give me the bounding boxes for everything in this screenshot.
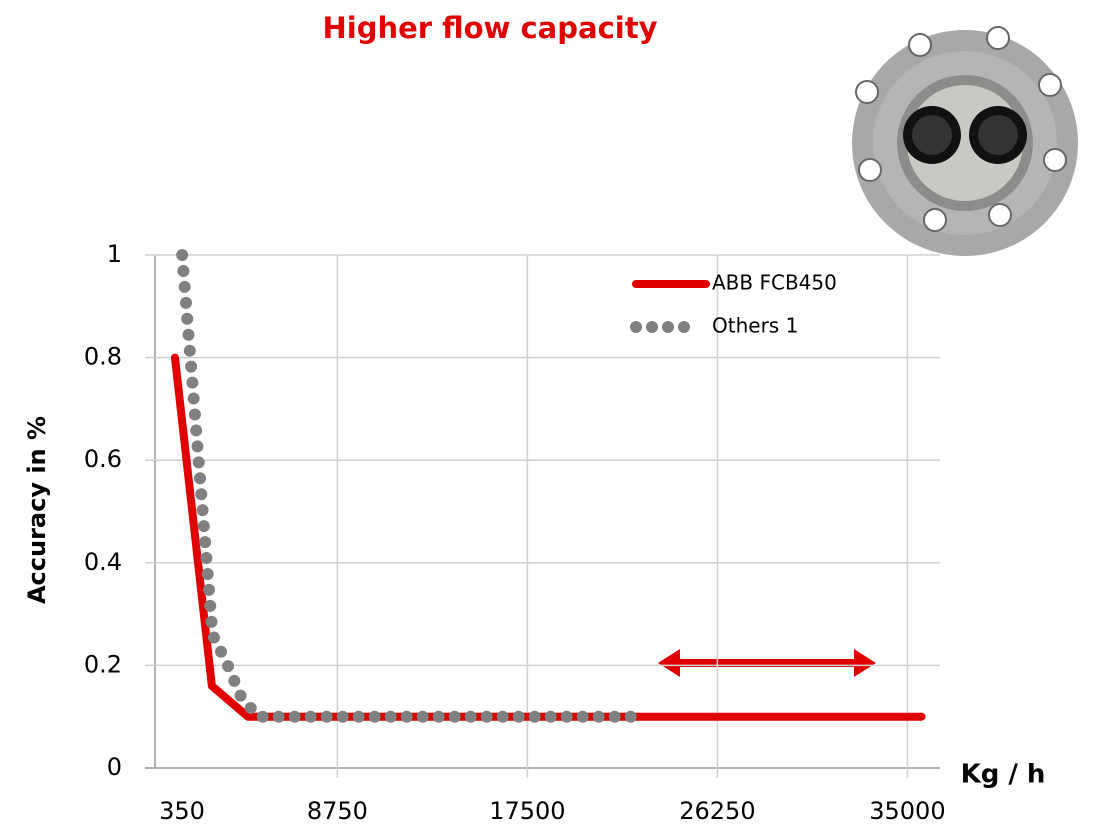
- flange-photo: [852, 27, 1078, 256]
- y-tick-label: 0: [107, 753, 122, 781]
- x-tick-label: 8750: [307, 797, 368, 825]
- y-tick-label: 0.6: [84, 445, 122, 473]
- x-tick-label: 26250: [679, 797, 755, 825]
- x-tick-label: 17500: [489, 797, 565, 825]
- y-tick-label: 0.8: [84, 343, 122, 371]
- legend-label: Others 1: [712, 314, 798, 338]
- y-tick-label: 0.2: [84, 650, 122, 678]
- chart: Higher flow capacity Accuracy in % Kg / …: [0, 0, 1096, 834]
- y-tick-label: 1: [107, 240, 122, 268]
- x-axis-label: Kg / h: [961, 760, 1046, 790]
- range-arrow: [658, 649, 876, 677]
- y-tick-label: 0.4: [84, 548, 122, 576]
- y-axis-label: Accuracy in %: [23, 416, 51, 604]
- x-tick-label: 350: [159, 797, 205, 825]
- x-tick-label: 35000: [869, 797, 945, 825]
- chart-title: Higher flow capacity: [323, 11, 658, 45]
- legend-label: ABB FCB450: [712, 271, 837, 295]
- series-line: [182, 255, 640, 717]
